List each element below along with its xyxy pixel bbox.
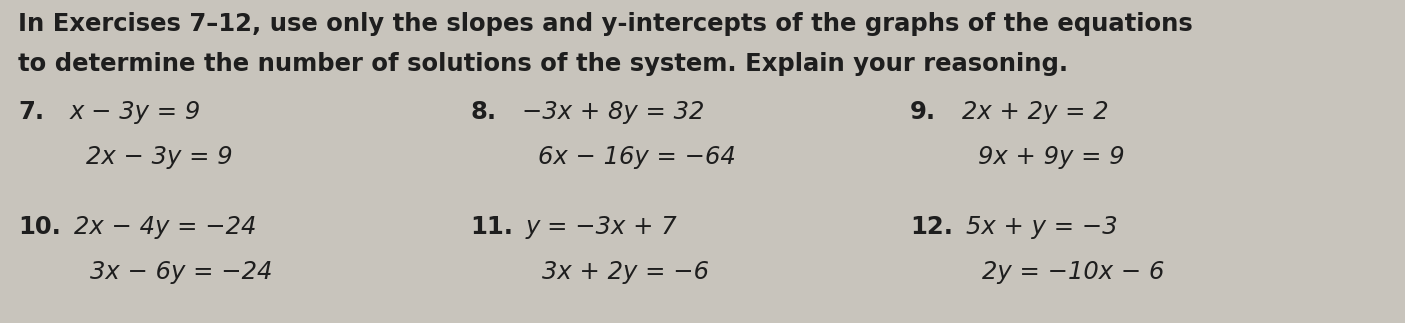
Text: 12.: 12.	[910, 215, 953, 239]
Text: to determine the number of solutions of the system. Explain your reasoning.: to determine the number of solutions of …	[18, 52, 1068, 76]
Text: 5x + y = −3: 5x + y = −3	[967, 215, 1117, 239]
Text: 2y = −10x − 6: 2y = −10x − 6	[982, 260, 1165, 284]
Text: 6x − 16y = −64: 6x − 16y = −64	[538, 145, 736, 169]
Text: 8.: 8.	[471, 100, 496, 124]
Text: 2x + 2y = 2: 2x + 2y = 2	[962, 100, 1109, 124]
Text: y = −3x + 7: y = −3x + 7	[525, 215, 677, 239]
Text: 9x + 9y = 9: 9x + 9y = 9	[978, 145, 1124, 169]
Text: 7.: 7.	[18, 100, 44, 124]
Text: In Exercises 7–12, use only the slopes and y-intercepts of the graphs of the equ: In Exercises 7–12, use only the slopes a…	[18, 12, 1193, 36]
Text: 3x + 2y = −6: 3x + 2y = −6	[542, 260, 710, 284]
Text: −3x + 8y = 32: −3x + 8y = 32	[523, 100, 704, 124]
Text: 3x − 6y = −24: 3x − 6y = −24	[90, 260, 273, 284]
Text: 9.: 9.	[910, 100, 936, 124]
Text: 10.: 10.	[18, 215, 60, 239]
Text: 11.: 11.	[471, 215, 513, 239]
Text: 2x − 3y = 9: 2x − 3y = 9	[86, 145, 233, 169]
Text: x − 3y = 9: x − 3y = 9	[70, 100, 201, 124]
Text: 2x − 4y = −24: 2x − 4y = −24	[74, 215, 256, 239]
